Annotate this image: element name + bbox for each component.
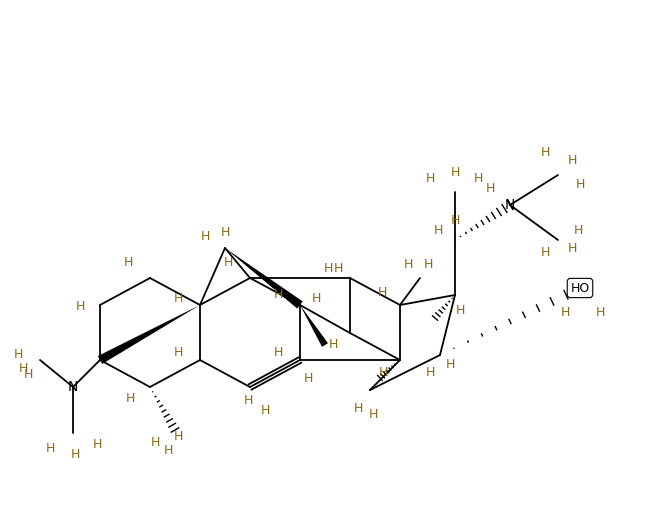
Text: H: H [353, 402, 363, 415]
Text: H: H [434, 224, 443, 236]
Text: H: H [243, 393, 253, 406]
Text: H: H [426, 366, 435, 380]
Text: H: H [573, 224, 582, 236]
Text: H: H [261, 404, 270, 417]
Text: H: H [273, 288, 283, 302]
Text: H: H [200, 230, 210, 244]
Text: H: H [311, 291, 321, 305]
Text: H: H [173, 430, 182, 444]
Text: H: H [126, 391, 135, 404]
Text: H: H [575, 179, 584, 191]
Text: HO: HO [570, 282, 590, 294]
Polygon shape [225, 248, 303, 309]
Text: H: H [595, 306, 605, 320]
Polygon shape [98, 305, 200, 364]
Text: H: H [75, 301, 85, 313]
Text: H: H [450, 166, 460, 179]
Text: H: H [333, 262, 343, 274]
Text: N: N [68, 380, 78, 394]
Text: H: H [124, 256, 133, 269]
Text: H: H [45, 442, 55, 455]
Text: H: H [424, 259, 433, 271]
Text: H: H [223, 256, 232, 269]
Text: H: H [377, 286, 387, 300]
Text: H: H [540, 146, 550, 159]
Text: H: H [567, 242, 576, 254]
Text: H: H [368, 408, 377, 422]
Text: H: H [323, 262, 333, 274]
Text: H: H [303, 371, 313, 385]
Text: H: H [18, 362, 27, 374]
Text: H: H [220, 226, 230, 239]
Text: H: H [378, 365, 387, 379]
Text: H: H [150, 437, 160, 449]
Text: H: H [328, 339, 338, 351]
Text: H: H [163, 444, 173, 457]
Polygon shape [300, 305, 328, 347]
Text: H: H [23, 368, 33, 382]
Text: H: H [560, 306, 570, 320]
Text: N: N [505, 198, 515, 212]
Text: H: H [426, 171, 435, 185]
Text: H: H [456, 304, 465, 317]
Text: H: H [173, 345, 182, 359]
Text: H: H [173, 291, 182, 305]
Text: H: H [540, 247, 550, 260]
Text: H: H [486, 182, 495, 194]
Text: H: H [273, 345, 283, 359]
Text: H: H [70, 448, 79, 462]
Text: H: H [567, 153, 576, 167]
Text: H: H [403, 259, 413, 271]
Text: H: H [474, 171, 483, 185]
Text: H: H [450, 213, 460, 227]
Text: H: H [446, 359, 455, 371]
Text: H: H [92, 439, 102, 451]
Text: H: H [13, 348, 23, 362]
